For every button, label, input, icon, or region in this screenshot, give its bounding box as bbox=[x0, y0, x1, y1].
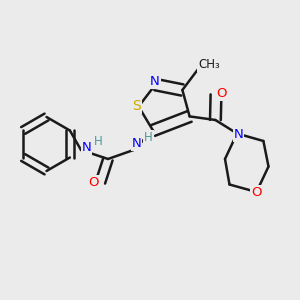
Text: H: H bbox=[144, 131, 153, 144]
Text: CH₃: CH₃ bbox=[198, 58, 220, 71]
Text: O: O bbox=[89, 176, 99, 189]
Text: H: H bbox=[94, 135, 103, 148]
Text: N: N bbox=[132, 137, 141, 150]
Text: N: N bbox=[150, 75, 160, 88]
Text: S: S bbox=[132, 99, 141, 113]
Text: O: O bbox=[216, 87, 227, 101]
Text: N: N bbox=[82, 141, 91, 154]
Text: O: O bbox=[251, 186, 262, 199]
Text: N: N bbox=[234, 128, 243, 141]
